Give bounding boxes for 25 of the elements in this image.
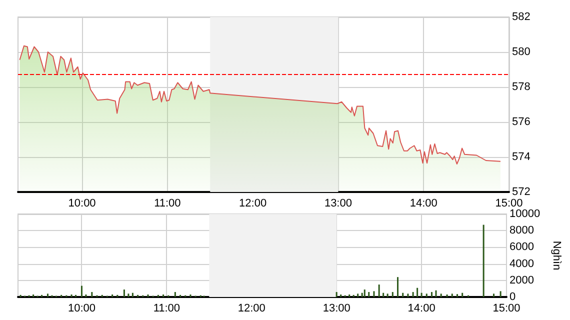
x-tick-label: 14:00 <box>408 302 436 314</box>
x-tick-label: 15:00 <box>495 198 523 210</box>
x-tick-label: 11:00 <box>153 302 180 314</box>
x-tick-label: 13:00 <box>324 198 352 210</box>
y-tick-label: 580 <box>512 46 530 58</box>
y-tick-label: 572 <box>512 186 530 198</box>
x-tick-label: 13:00 <box>322 302 350 314</box>
y-tick-label: 10000 <box>510 208 540 220</box>
x-tick-label: 10:00 <box>68 302 96 314</box>
y-tick-label: 4000 <box>510 258 534 270</box>
x-tick-label: 10:00 <box>68 198 96 210</box>
y-tick-label: 582 <box>512 11 530 23</box>
x-tick-label: 11:00 <box>154 198 181 210</box>
x-tick-label: 12:00 <box>239 198 267 210</box>
y-tick-label: 574 <box>512 151 530 163</box>
x-tick-label: 15:00 <box>492 302 520 314</box>
y-tick-label: 2000 <box>510 274 534 286</box>
x-tick-label: 12:00 <box>238 302 266 314</box>
y-tick-label: 578 <box>512 81 530 93</box>
x-tick-label: 14:00 <box>410 198 438 210</box>
y-tick-label: 0 <box>510 291 516 303</box>
y-tick-label: 6000 <box>510 241 534 254</box>
y-tick-label: 576 <box>512 116 530 128</box>
y-axis-title: Nghìn <box>550 240 562 270</box>
y-tick-label: 8000 <box>510 224 534 237</box>
